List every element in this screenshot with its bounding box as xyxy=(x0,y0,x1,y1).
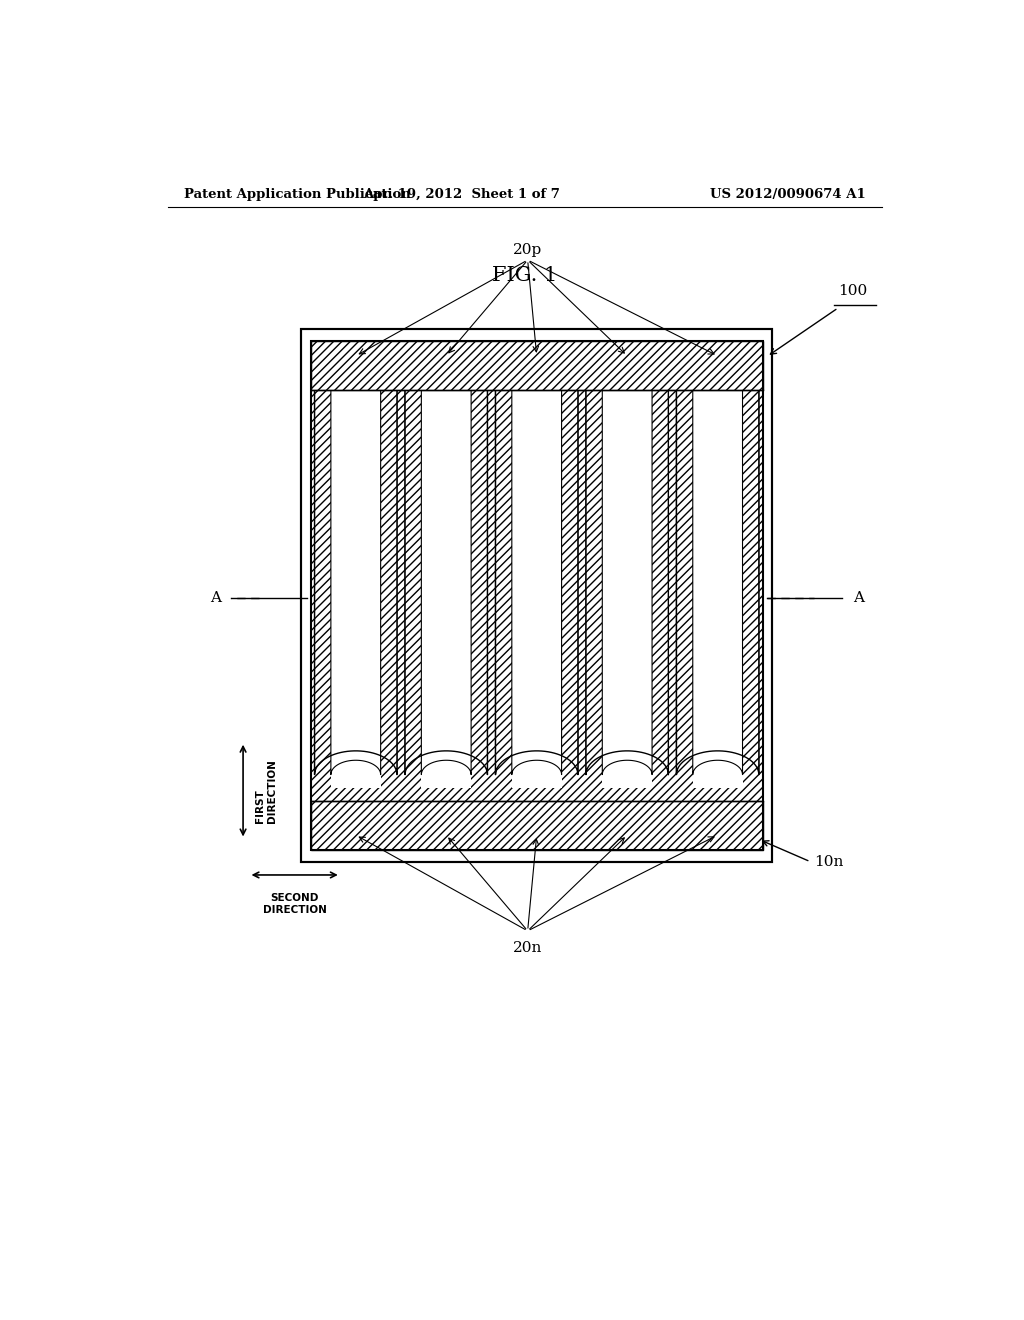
Text: 20n: 20n xyxy=(513,941,543,956)
Text: FIRST
DIRECTION: FIRST DIRECTION xyxy=(255,759,276,822)
Text: 20p: 20p xyxy=(513,243,543,257)
Text: US 2012/0090674 A1: US 2012/0090674 A1 xyxy=(711,189,866,202)
Text: 100: 100 xyxy=(839,284,867,297)
Bar xyxy=(652,389,669,788)
Text: FIG. 1: FIG. 1 xyxy=(493,265,557,285)
Bar xyxy=(471,389,487,788)
Bar xyxy=(693,389,742,788)
Bar xyxy=(301,329,772,862)
Bar xyxy=(496,389,512,788)
Text: A: A xyxy=(853,591,863,605)
Text: Patent Application Publication: Patent Application Publication xyxy=(183,189,411,202)
Polygon shape xyxy=(677,389,759,775)
Text: Apr. 19, 2012  Sheet 1 of 7: Apr. 19, 2012 Sheet 1 of 7 xyxy=(362,189,560,202)
Bar xyxy=(301,329,772,862)
Bar xyxy=(310,342,763,389)
Text: A: A xyxy=(210,591,221,605)
Bar xyxy=(314,389,331,788)
Bar xyxy=(331,389,381,788)
Bar xyxy=(310,342,763,850)
Bar xyxy=(561,389,578,788)
Polygon shape xyxy=(406,389,487,775)
Bar xyxy=(310,342,763,389)
Bar xyxy=(310,342,763,850)
Bar xyxy=(406,389,421,788)
Polygon shape xyxy=(314,389,397,775)
Bar xyxy=(742,389,759,788)
Bar xyxy=(677,389,693,788)
Text: 10n: 10n xyxy=(814,855,844,869)
Bar xyxy=(310,801,763,850)
Polygon shape xyxy=(586,389,669,775)
Polygon shape xyxy=(496,389,578,775)
Text: SECOND
DIRECTION: SECOND DIRECTION xyxy=(263,894,327,915)
Bar xyxy=(310,801,763,850)
Bar xyxy=(512,389,561,788)
Bar xyxy=(602,389,652,788)
Bar xyxy=(381,389,397,788)
Bar xyxy=(586,389,602,788)
Bar xyxy=(421,389,471,788)
